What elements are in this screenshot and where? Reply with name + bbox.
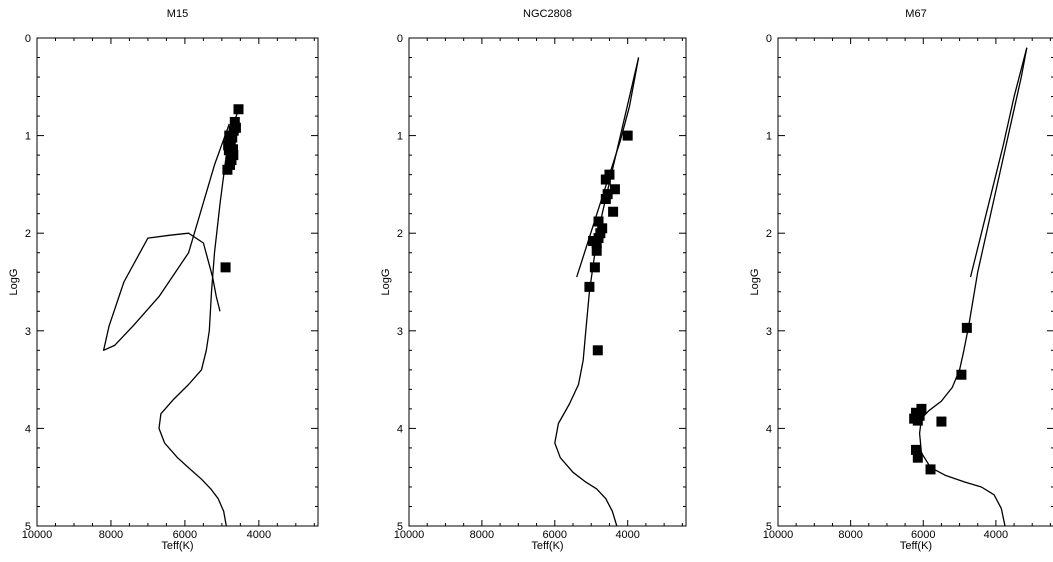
- star-marker: [608, 206, 619, 217]
- star-marker: [588, 236, 599, 247]
- y-tick-label: 5: [766, 521, 772, 533]
- x-axis-label: Teff(K): [900, 540, 932, 552]
- isochrone-line: [158, 106, 241, 527]
- chart-title: NGC2808: [523, 8, 572, 20]
- x-tick-label: 10000: [763, 529, 794, 541]
- panel-m67: M67 10000 8000 6000 4000 0 1 2 3 4 5 Teff(K) LogG: [749, 8, 1053, 552]
- plot-frame: [777, 37, 1053, 527]
- x-axis-label: Teff(K): [161, 540, 193, 552]
- x-tick-label: 6000: [543, 529, 567, 541]
- star-marker: [224, 130, 235, 141]
- star-marker: [911, 444, 921, 455]
- star-marker: [912, 452, 923, 463]
- x-tick-label: 4000: [984, 529, 1008, 541]
- x-tick-label: 8000: [838, 529, 862, 541]
- star-marker: [592, 345, 603, 356]
- star-marker: [609, 184, 620, 195]
- star-marker: [589, 262, 600, 273]
- chart-title: M15: [167, 8, 188, 20]
- y-tick-label: 2: [397, 228, 403, 240]
- star-marker: [936, 416, 947, 427]
- y-tick-label: 3: [766, 326, 772, 338]
- y-tick-label: 2: [25, 228, 31, 240]
- star-marker: [916, 403, 927, 414]
- y-tick-label: 3: [397, 326, 403, 338]
- star-marker: [956, 369, 967, 380]
- x-tick-label: 6000: [911, 529, 935, 541]
- y-tick-label: 5: [25, 521, 31, 533]
- chart-title: M67: [905, 8, 926, 20]
- y-tick-label: 0: [766, 33, 772, 45]
- star-marker: [600, 174, 611, 185]
- star-marker: [622, 130, 633, 141]
- panel-ngc2808: NGC2808 10000 8000 6000 4000 0 1 2 3 4 5 Teff(K) Log…: [380, 8, 687, 552]
- y-tick-label: 4: [766, 423, 772, 435]
- y-tick-label: 4: [25, 423, 31, 435]
- y-tick-label: 2: [766, 228, 772, 240]
- y-tick-label: 1: [766, 131, 772, 143]
- x-tick-label: 10000: [22, 529, 53, 541]
- star-marker: [233, 104, 244, 115]
- star-marker: [925, 464, 936, 475]
- star-marker: [600, 194, 611, 205]
- y-tick-label: 1: [25, 131, 31, 143]
- x-tick-label: 6000: [173, 529, 197, 541]
- isochrone-line: [918, 47, 1028, 527]
- x-tick-label: 4000: [615, 529, 639, 541]
- y-tick-label: 5: [397, 521, 403, 533]
- y-axis-label: LogG: [8, 269, 20, 296]
- star-marker: [229, 116, 240, 127]
- star-marker: [222, 164, 233, 175]
- plot-frame: [408, 37, 687, 527]
- y-tick-label: 3: [25, 326, 31, 338]
- star-marker: [593, 216, 604, 227]
- x-axis-label: Teff(K): [531, 540, 563, 552]
- x-tick-label: 8000: [99, 529, 123, 541]
- y-axis-label: LogG: [749, 269, 761, 296]
- isochrone-line: [969, 47, 1028, 278]
- x-tick-label: 10000: [394, 529, 425, 541]
- y-tick-label: 0: [397, 33, 403, 45]
- star-marker: [220, 262, 231, 273]
- plot-frame: [36, 37, 319, 527]
- y-tick-label: 4: [397, 423, 403, 435]
- x-tick-label: 4000: [247, 529, 271, 541]
- star-marker: [961, 322, 972, 333]
- isochrone-line: [554, 57, 640, 527]
- x-tick-label: 8000: [470, 529, 494, 541]
- isochrone-line: [576, 57, 640, 278]
- y-axis-label: LogG: [380, 269, 392, 296]
- panel-m15: M15 10000 8000 6000 4000 0 1 2 3 4 5 Teff(K) LogG: [8, 8, 319, 552]
- star-marker: [584, 281, 595, 292]
- y-tick-label: 1: [397, 131, 403, 143]
- y-tick-label: 0: [25, 33, 31, 45]
- star-marker: [912, 415, 923, 426]
- star-marker: [223, 145, 234, 156]
- star-marker: [591, 245, 602, 256]
- isochrone-line: [102, 123, 230, 351]
